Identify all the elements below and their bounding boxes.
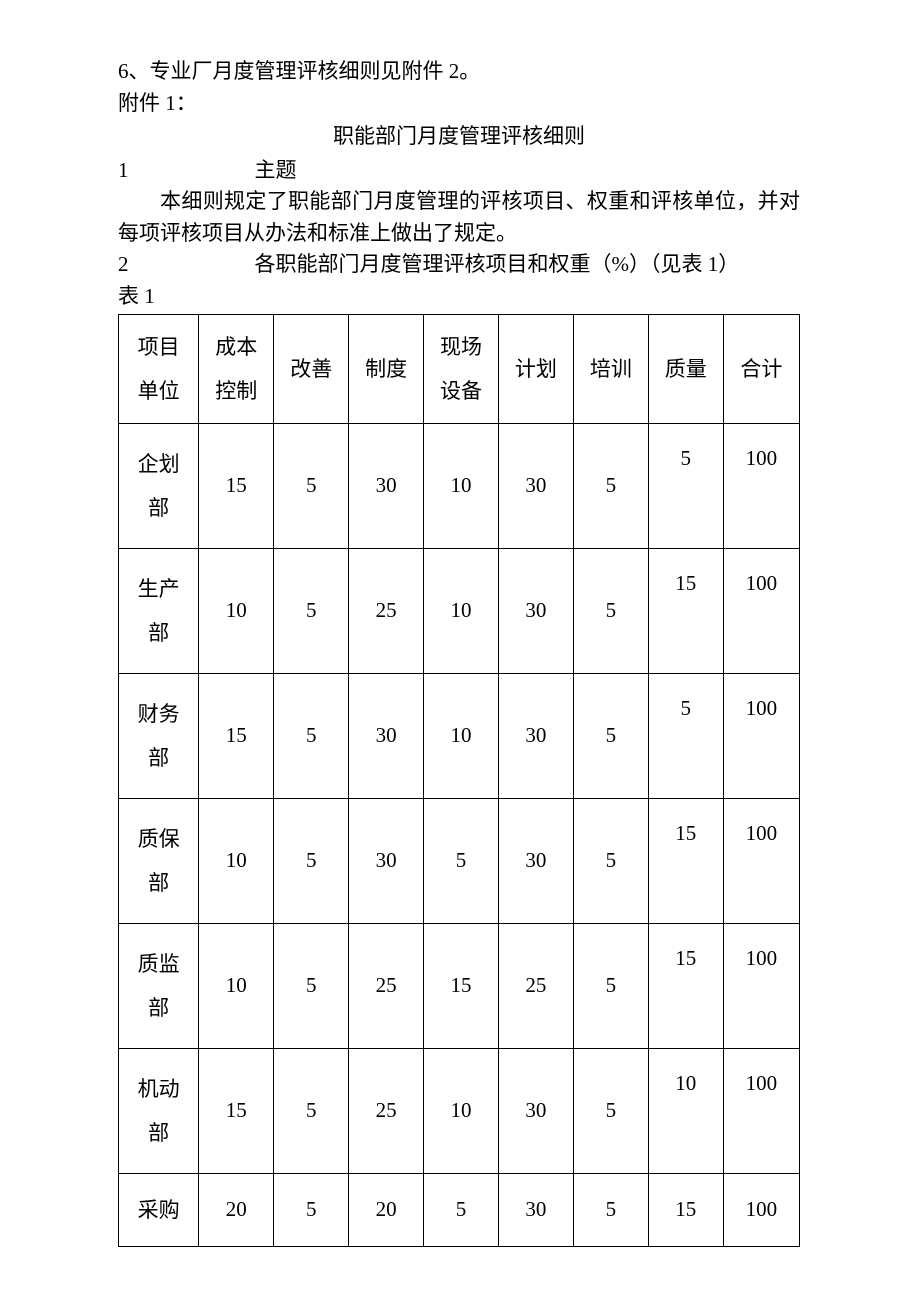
- cell: 15: [648, 924, 723, 1049]
- cell: 25: [349, 924, 424, 1049]
- cell: 5: [274, 674, 349, 799]
- cell: 15: [648, 549, 723, 674]
- col-header-total: 合计: [723, 315, 799, 424]
- section-2-heading: 2 各职能部门月度管理评核项目和权重（%）（见表 1）: [118, 249, 800, 281]
- table-row: 企划部 15 5 30 10 30 5 5 100: [119, 424, 800, 549]
- cell: 5: [274, 924, 349, 1049]
- cell: 5: [424, 799, 499, 924]
- cell: 5: [573, 799, 648, 924]
- cell: 5: [274, 424, 349, 549]
- cell: 30: [349, 799, 424, 924]
- row-name: 企划部: [119, 424, 199, 549]
- cell: 100: [723, 424, 799, 549]
- col-header-site: 现场设备: [424, 315, 499, 424]
- col-header-train: 培训: [573, 315, 648, 424]
- row-name: 机动部: [119, 1049, 199, 1174]
- section-1-number: 1: [118, 155, 255, 187]
- cell: 15: [648, 1174, 723, 1247]
- cell: 15: [199, 1049, 274, 1174]
- table-row: 生产部 10 5 25 10 30 5 15 100: [119, 549, 800, 674]
- cell: 10: [424, 674, 499, 799]
- cell: 5: [648, 674, 723, 799]
- cell: 5: [573, 424, 648, 549]
- col-header-quality: 质量: [648, 315, 723, 424]
- cell: 20: [199, 1174, 274, 1247]
- cell: 10: [424, 1049, 499, 1174]
- cell: 15: [199, 424, 274, 549]
- table-row: 机动部 15 5 25 10 30 5 10 100: [119, 1049, 800, 1174]
- cell: 5: [573, 549, 648, 674]
- cell: 10: [199, 799, 274, 924]
- cell: 10: [424, 549, 499, 674]
- cell: 100: [723, 799, 799, 924]
- cell: 5: [573, 1049, 648, 1174]
- cell: 15: [424, 924, 499, 1049]
- cell: 25: [349, 549, 424, 674]
- cell: 15: [199, 674, 274, 799]
- table-row: 财务部 15 5 30 10 30 5 5 100: [119, 674, 800, 799]
- cell: 30: [498, 1174, 573, 1247]
- attachment-label: 附件 1：: [118, 88, 800, 120]
- cell: 30: [498, 1049, 573, 1174]
- cell: 5: [573, 1174, 648, 1247]
- cell: 100: [723, 924, 799, 1049]
- page: 6、专业厂月度管理评核细则见附件 2。 附件 1： 职能部门月度管理评核细则 1…: [0, 0, 920, 1302]
- cell: 100: [723, 549, 799, 674]
- row-name: 质保部: [119, 799, 199, 924]
- cell: 5: [274, 1049, 349, 1174]
- table-row: 质监部 10 5 25 15 25 5 15 100: [119, 924, 800, 1049]
- row-name: 质监部: [119, 924, 199, 1049]
- cell: 10: [648, 1049, 723, 1174]
- cell: 10: [424, 424, 499, 549]
- col-header-system: 制度: [349, 315, 424, 424]
- row-name: 生产部: [119, 549, 199, 674]
- cell: 30: [349, 674, 424, 799]
- cell: 5: [573, 924, 648, 1049]
- cell: 5: [648, 424, 723, 549]
- cell: 5: [274, 799, 349, 924]
- cell: 10: [199, 924, 274, 1049]
- cell: 15: [648, 799, 723, 924]
- cell: 25: [498, 924, 573, 1049]
- col-header-plan: 计划: [498, 315, 573, 424]
- table-header-row: 项目单位 成本控制 改善 制度 现场设备 计划 培训 质量 合计: [119, 315, 800, 424]
- cell: 5: [573, 674, 648, 799]
- table-body: 企划部 15 5 30 10 30 5 5 100 生产部 10 5 25 10…: [119, 424, 800, 1247]
- col-header-cost: 成本控制: [199, 315, 274, 424]
- cell: 20: [349, 1174, 424, 1247]
- cell: 30: [498, 674, 573, 799]
- cell: 30: [498, 549, 573, 674]
- line-item-6: 6、专业厂月度管理评核细则见附件 2。: [118, 56, 800, 88]
- table-label: 表 1: [118, 281, 800, 313]
- cell: 100: [723, 1174, 799, 1247]
- cell: 5: [424, 1174, 499, 1247]
- section-2-title: 各职能部门月度管理评核项目和权重（%）（见表 1）: [255, 249, 740, 281]
- table-row: 质保部 10 5 30 5 30 5 15 100: [119, 799, 800, 924]
- section-1-title: 主题: [255, 155, 297, 187]
- section-1-body: 本细则规定了职能部门月度管理的评核项目、权重和评核单位，并对每项评核项目从办法和…: [118, 186, 800, 249]
- col-header-improve: 改善: [274, 315, 349, 424]
- section-1-heading: 1 主题: [118, 155, 800, 187]
- cell: 5: [274, 549, 349, 674]
- section-2-number: 2: [118, 249, 255, 281]
- cell: 30: [349, 424, 424, 549]
- col-header-unit: 项目单位: [119, 315, 199, 424]
- cell: 5: [274, 1174, 349, 1247]
- row-name: 采购: [119, 1174, 199, 1247]
- cell: 30: [498, 799, 573, 924]
- row-name: 财务部: [119, 674, 199, 799]
- cell: 30: [498, 424, 573, 549]
- cell: 25: [349, 1049, 424, 1174]
- doc-title: 职能部门月度管理评核细则: [118, 121, 800, 153]
- table-row: 采购 20 5 20 5 30 5 15 100: [119, 1174, 800, 1247]
- cell: 10: [199, 549, 274, 674]
- cell: 100: [723, 674, 799, 799]
- cell: 100: [723, 1049, 799, 1174]
- weight-table: 项目单位 成本控制 改善 制度 现场设备 计划 培训 质量 合计 企划部 15 …: [118, 314, 800, 1247]
